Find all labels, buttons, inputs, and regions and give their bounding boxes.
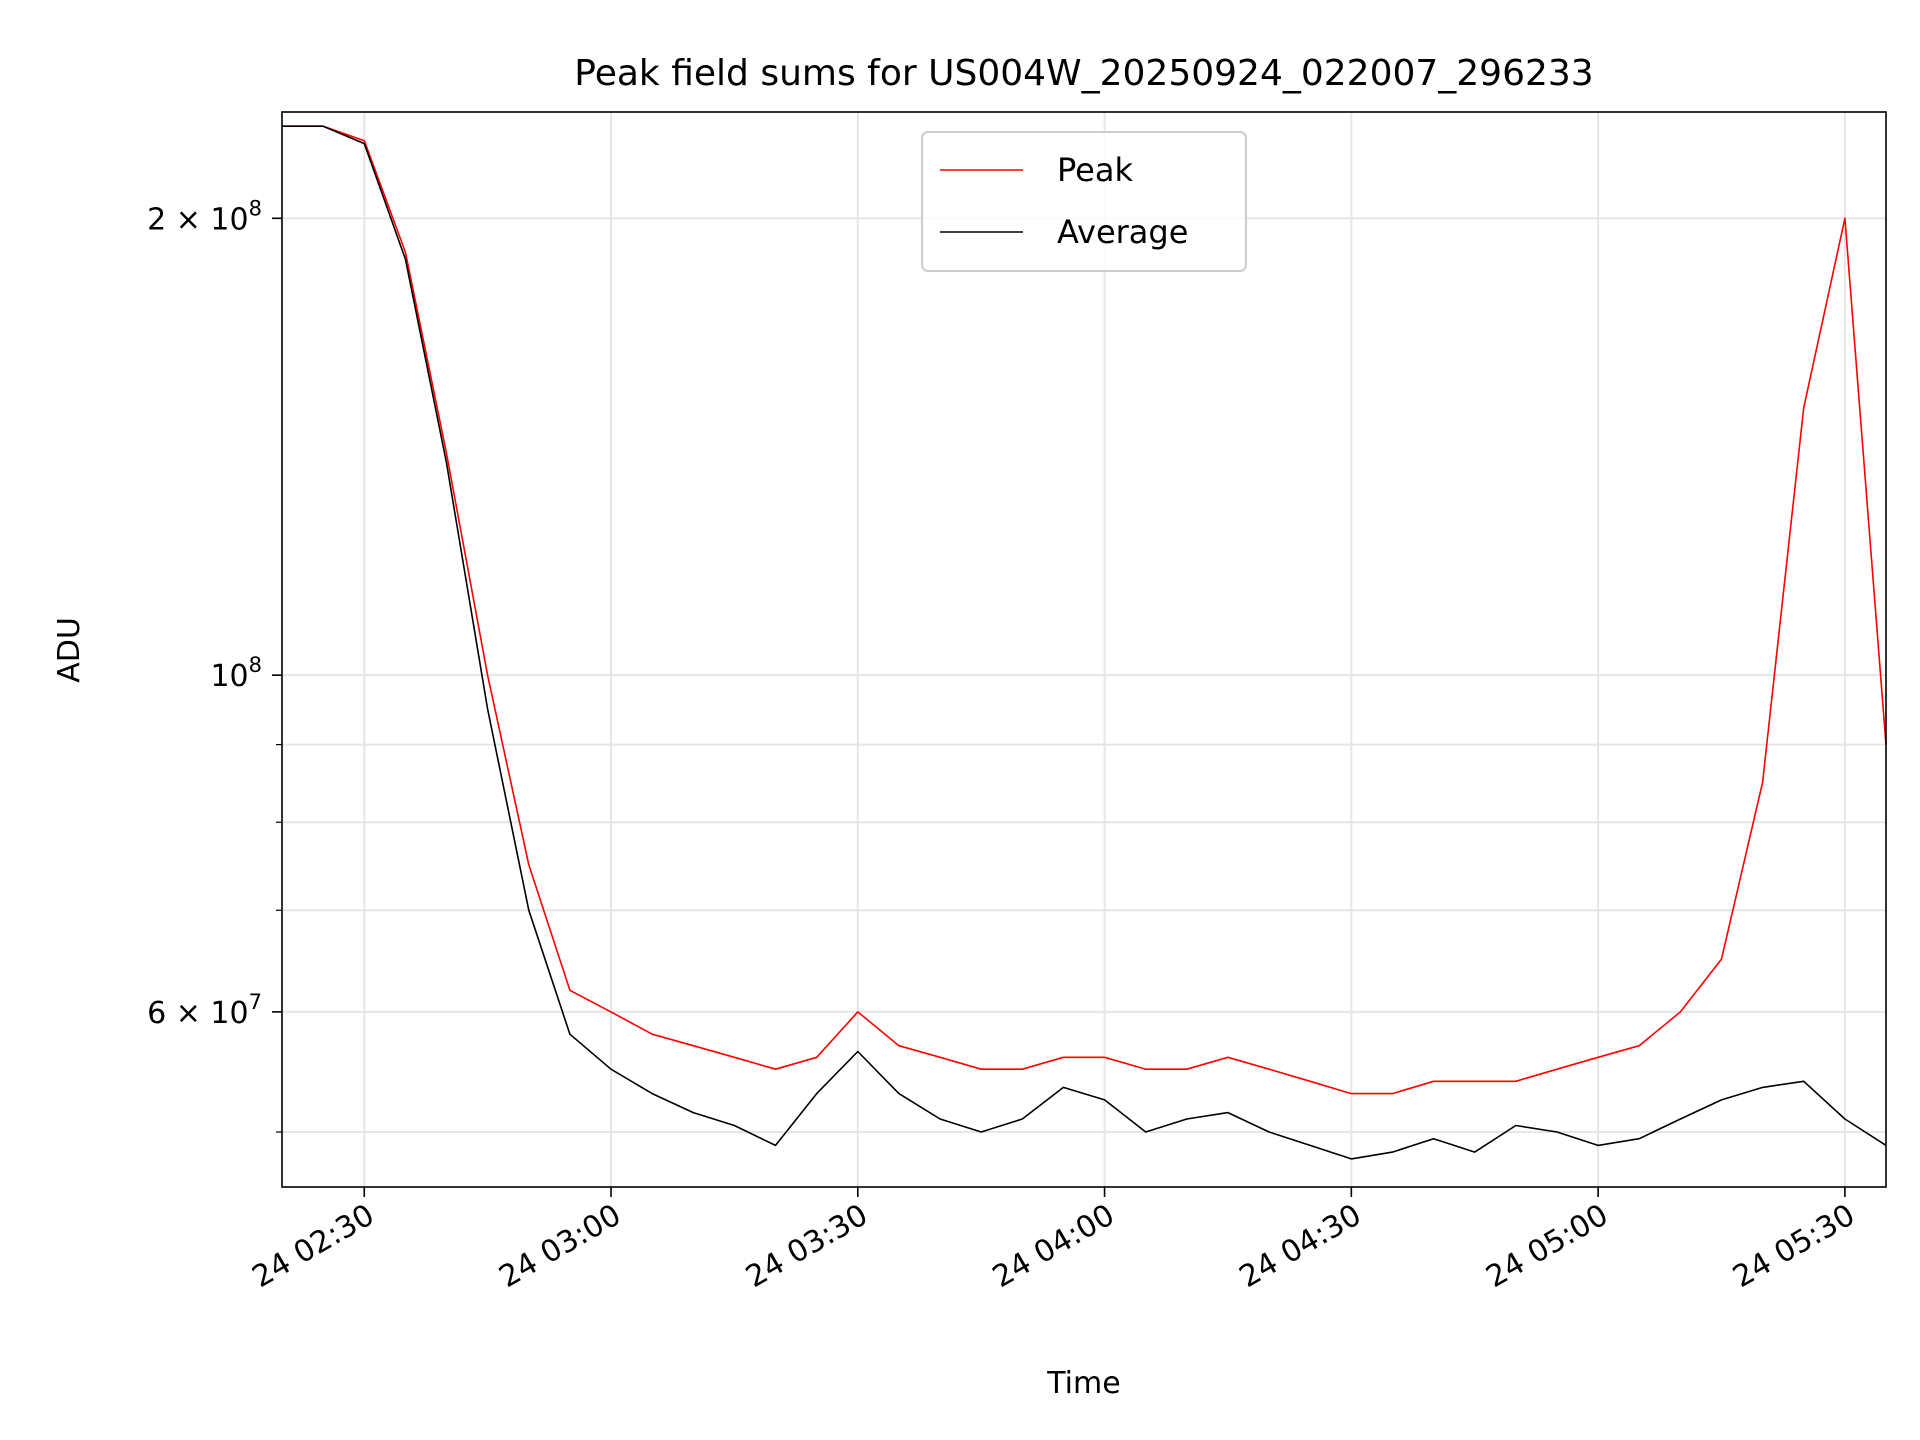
y-tick-label: 108 (210, 653, 262, 694)
chart-title: Peak field sums for US004W_20250924_0220… (574, 53, 1593, 94)
legend-box (921, 131, 1247, 272)
y-tick-label: 6 × 107 (147, 990, 262, 1031)
legend-label-peak: Peak (1057, 151, 1133, 189)
series-line-average (282, 125, 1887, 1160)
legend: Peak Average (921, 131, 1247, 272)
y-tick-label: 2 × 108 (147, 196, 262, 237)
x-axis-label: Time (1046, 1366, 1120, 1401)
y-axis-label: ADU (52, 617, 87, 683)
series-layer (282, 125, 1887, 1160)
series-line-peak (282, 125, 1887, 1095)
plot-frame (281, 111, 1887, 1188)
legend-label-average: Average (1057, 213, 1188, 251)
